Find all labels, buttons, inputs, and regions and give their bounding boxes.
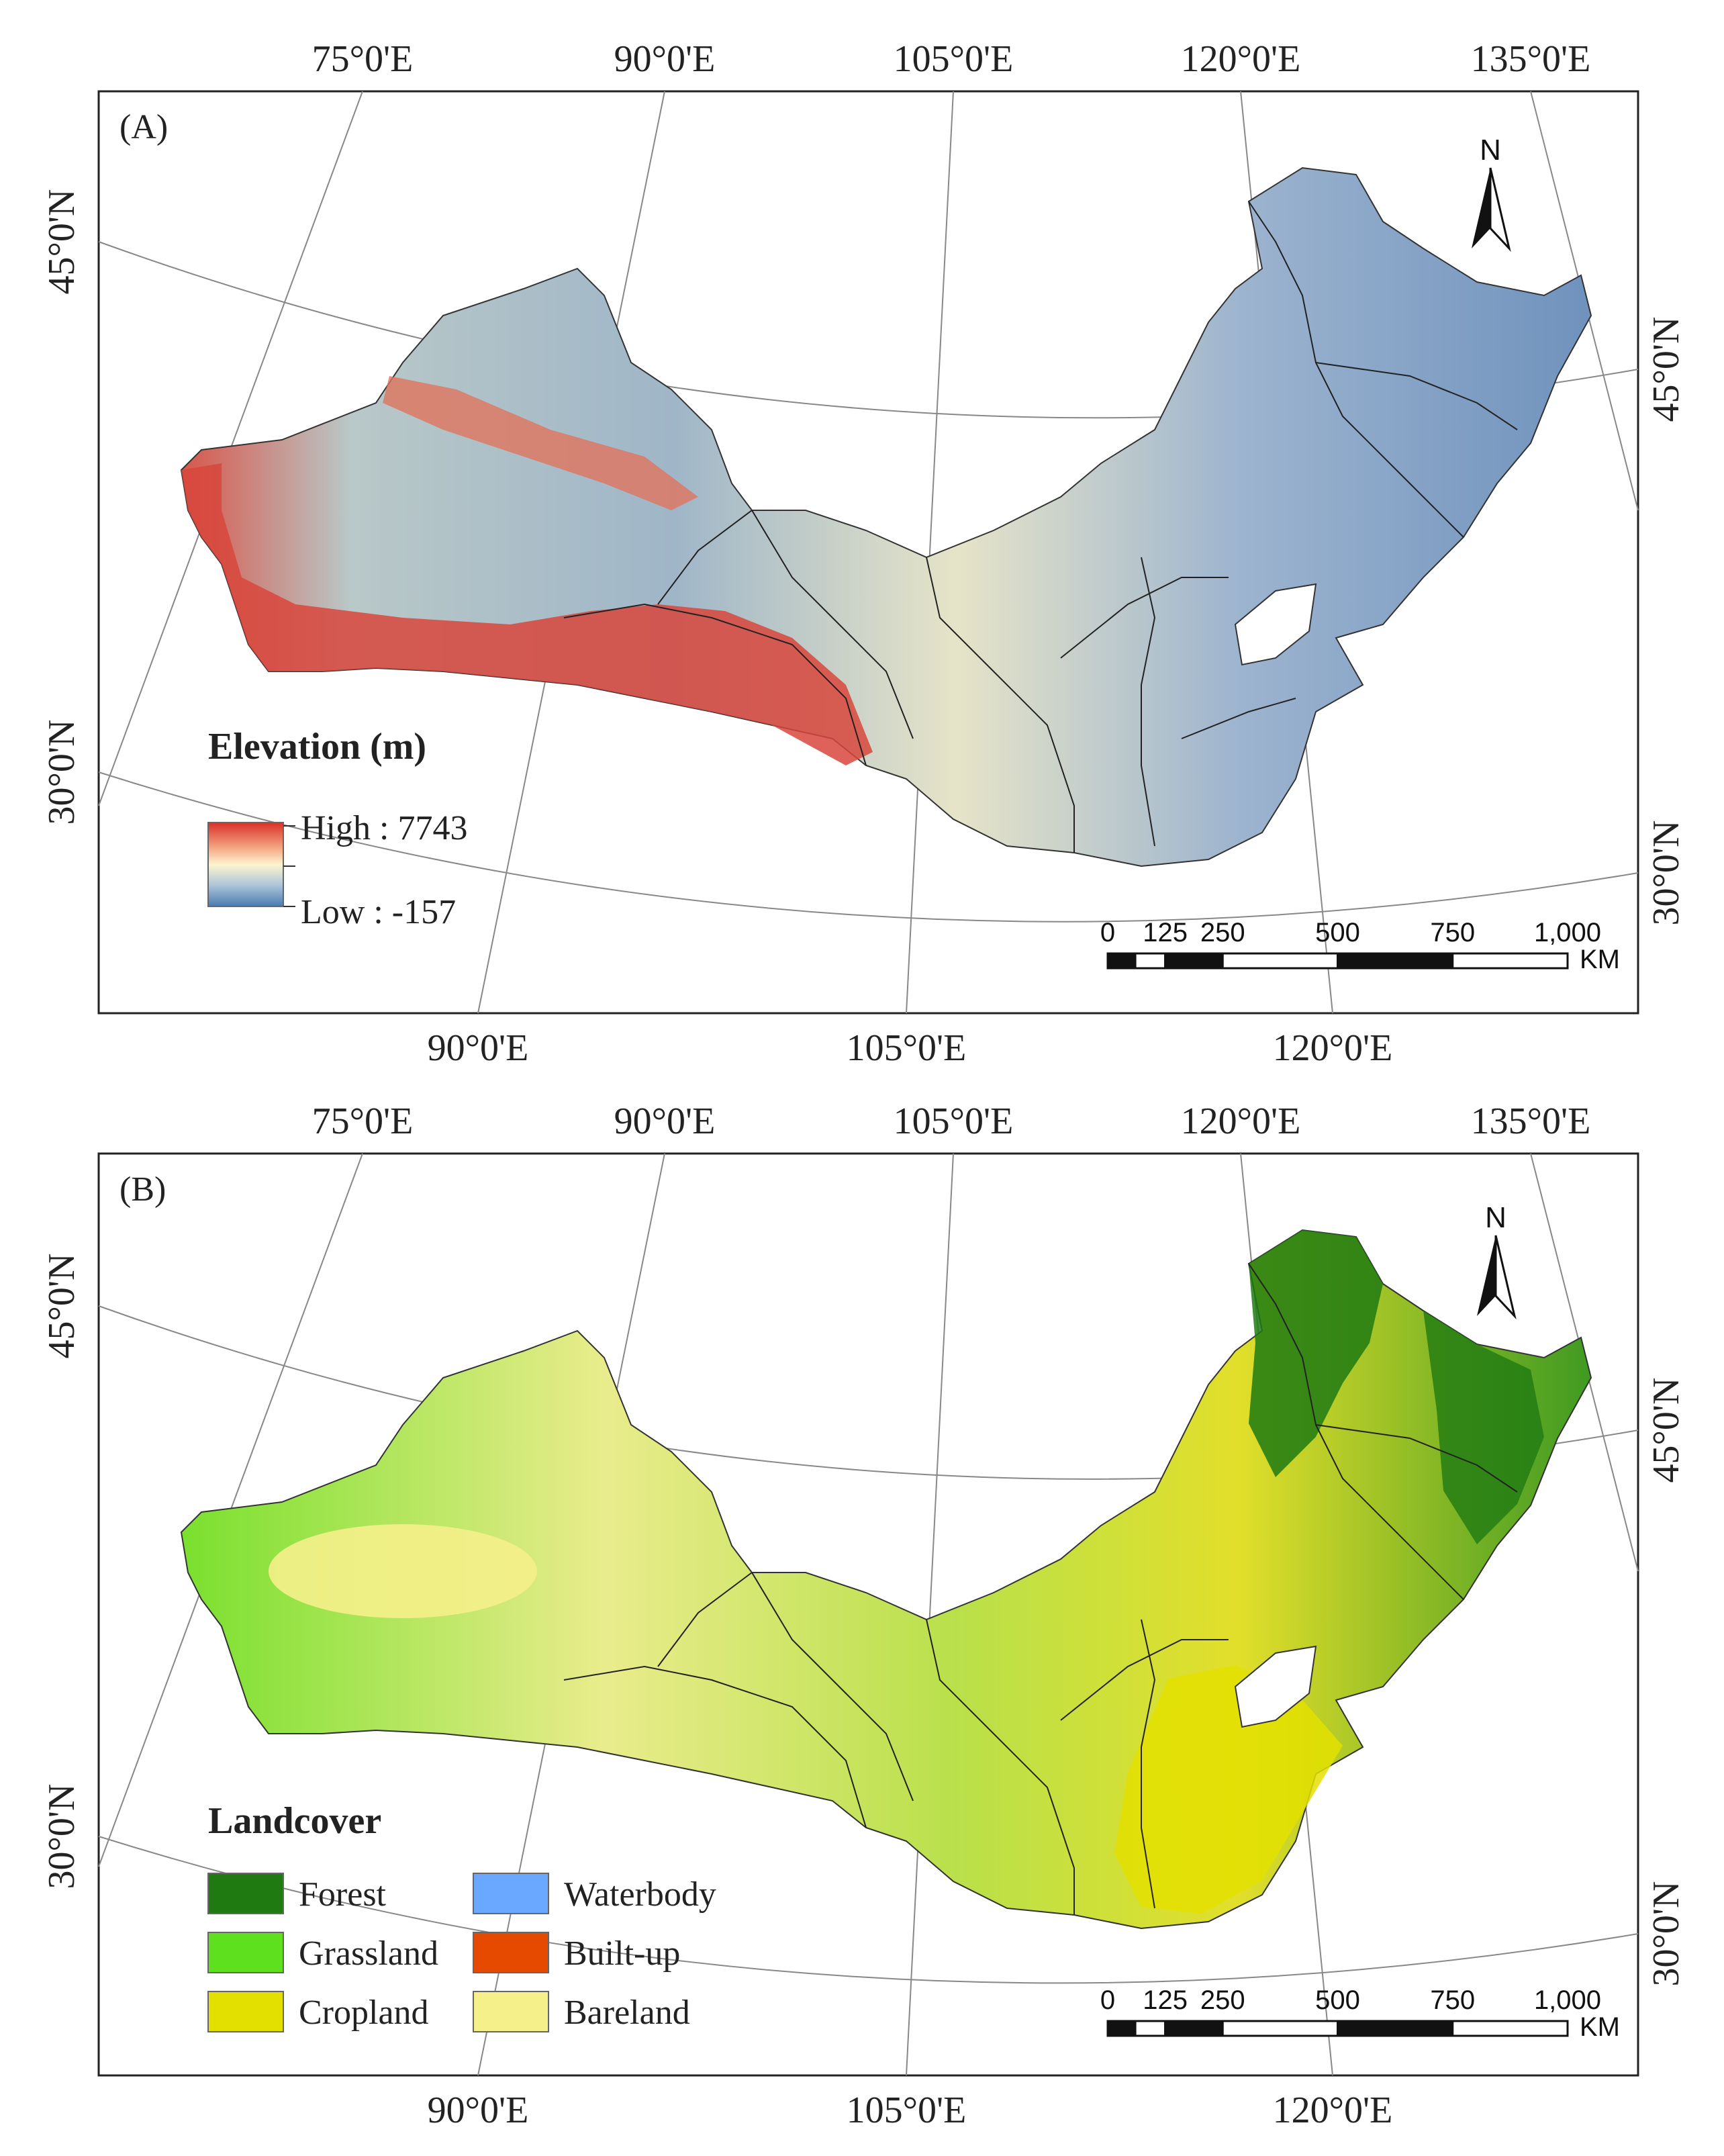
scale-label: 125 [1143, 918, 1188, 947]
scale-label: 0 [1100, 1985, 1115, 2015]
north-arrow-icon [1472, 167, 1511, 252]
right-latitude-tick: 30°0'N [1645, 1881, 1687, 1987]
legend-low: Low : -157 [301, 893, 456, 931]
scale-label: 250 [1200, 1985, 1245, 2015]
bottom-longitude-tick: 120°0'E [1273, 2090, 1393, 2131]
left-latitude-tick: 30°0'N [41, 720, 83, 825]
top-longitude-tick: 75°0'E [312, 38, 414, 80]
scale-label: 1,000 [1534, 918, 1601, 947]
scale-label: 750 [1430, 918, 1475, 947]
top-longitude-tick: 90°0'E [614, 1100, 716, 1142]
bottom-longitude-tick: 105°0'E [847, 1027, 967, 1069]
top-longitude-tick: 75°0'E [312, 1100, 414, 1142]
scale-label: 500 [1315, 918, 1360, 947]
bottom-longitude-tick: 120°0'E [1273, 1027, 1393, 1069]
province-borders [563, 1263, 1518, 1915]
scale-label: 250 [1200, 918, 1245, 947]
ne-forest [1249, 1230, 1383, 1477]
panel-tag: (A) [119, 108, 168, 146]
right-latitude-tick: 45°0'N [1645, 317, 1687, 422]
scale-unit: KM [1580, 945, 1620, 974]
bohai-sea [1234, 583, 1317, 666]
high-terrain [181, 463, 873, 765]
top-longitude-tick: 135°0'E [1471, 38, 1591, 80]
bottom-longitude-tick: 90°0'E [428, 2090, 529, 2131]
bottom-longitude-tick: 90°0'E [428, 1027, 529, 1069]
top-longitude-tick: 120°0'E [1181, 38, 1301, 80]
left-latitude-tick: 45°0'N [41, 189, 83, 295]
north-label: N [1485, 1201, 1506, 1234]
legend-high: High : 7743 [301, 809, 467, 847]
bohai-sea [1234, 1645, 1317, 1728]
legend-title: Landcover [208, 1800, 381, 1842]
top-longitude-tick: 120°0'E [1181, 1100, 1301, 1142]
top-longitude-tick: 135°0'E [1471, 1100, 1591, 1142]
top-longitude-tick: 90°0'E [614, 38, 716, 80]
legend-swatch [473, 1932, 549, 1973]
legend: Elevation (m) High : 7743 Low : -157 [207, 726, 467, 931]
ne-forest-east [1423, 1311, 1544, 1544]
left-latitude-tick: 45°0'N [41, 1254, 83, 1359]
legend-label: Forest [299, 1875, 387, 1914]
panel-1-labels: (A) 75°0'E 90°0'E 105°0'E 120°0'E 135°0'E 90°0… [41, 38, 1687, 1069]
panel-tag: (B) [119, 1170, 166, 1209]
legend: Landcover Forest Grassland Cropland Waterbod… [207, 1800, 716, 2032]
scale-label: 125 [1143, 1985, 1188, 2015]
elevation-ramp [207, 822, 284, 907]
panel-2-labels: (B) 75°0'E 90°0'E 105°0'E 120°0'E 135°0'E 90°0… [41, 1100, 1687, 2131]
north-arrow-icon [1477, 1235, 1517, 1320]
panel-landcover [97, 1152, 1639, 2077]
scale-label: 0 [1100, 918, 1115, 947]
legend-label: Built-up [564, 1934, 680, 1973]
panel-elevation [97, 90, 1639, 1015]
left-latitude-tick: 30°0'N [41, 1784, 83, 1889]
province-borders [563, 201, 1518, 853]
scale-label: 500 [1315, 1985, 1360, 2015]
top-longitude-tick: 105°0'E [894, 1100, 1014, 1142]
bottom-longitude-tick: 105°0'E [847, 2090, 967, 2131]
legend-title: Elevation (m) [208, 726, 426, 767]
scale-label: 750 [1430, 1985, 1475, 2015]
legend-swatch [207, 1873, 284, 1914]
north-china-cropland [1114, 1665, 1343, 1914]
legend-label: Grassland [299, 1934, 438, 1973]
north-label: N [1480, 134, 1501, 167]
tarim-bareland [269, 1524, 537, 1618]
scale-unit: KM [1580, 2012, 1620, 2042]
right-latitude-tick: 45°0'N [1645, 1378, 1687, 1483]
legend-label: Bareland [564, 1994, 690, 2032]
top-longitude-tick: 105°0'E [894, 38, 1014, 80]
legend-label: Waterbody [564, 1875, 716, 1914]
legend-label: Cropland [299, 1994, 429, 2032]
legend-swatch [207, 1932, 284, 1973]
tianshan-ridge [383, 376, 698, 510]
right-latitude-tick: 30°0'N [1645, 821, 1687, 926]
legend-swatch [207, 1991, 284, 2032]
scale-label: 1,000 [1534, 1985, 1601, 2015]
legend-swatch [473, 1873, 549, 1914]
legend-swatch [473, 1991, 549, 2032]
